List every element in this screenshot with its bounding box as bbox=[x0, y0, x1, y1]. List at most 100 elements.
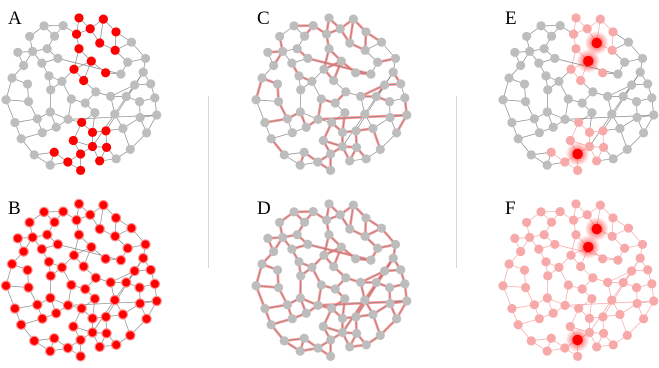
network-node bbox=[591, 223, 602, 235]
network-node bbox=[100, 311, 112, 323]
network-node bbox=[573, 165, 583, 175]
network-panel-f bbox=[498, 199, 659, 361]
network-node bbox=[86, 56, 96, 66]
network-node bbox=[525, 46, 535, 56]
network-node bbox=[39, 21, 49, 31]
network-node bbox=[69, 64, 79, 74]
network-node bbox=[36, 243, 48, 255]
network-node bbox=[75, 351, 86, 362]
network-node bbox=[635, 67, 645, 77]
network-node bbox=[632, 298, 642, 309]
network-node bbox=[37, 58, 47, 68]
network-node bbox=[98, 14, 108, 24]
network-node bbox=[299, 217, 310, 227]
network-node bbox=[66, 94, 76, 104]
network-node bbox=[529, 114, 539, 124]
network-node bbox=[402, 110, 412, 120]
network-node bbox=[52, 239, 64, 250]
divider-left bbox=[208, 96, 209, 268]
network-node bbox=[608, 27, 618, 37]
network-node bbox=[80, 283, 91, 295]
network-node bbox=[385, 112, 395, 123]
network-node bbox=[348, 200, 358, 210]
network-node bbox=[603, 91, 613, 101]
network-node bbox=[263, 47, 273, 57]
network-node bbox=[272, 79, 283, 89]
network-node bbox=[76, 303, 87, 314]
network-node bbox=[138, 252, 149, 264]
network-node bbox=[29, 335, 40, 347]
network-node bbox=[324, 44, 334, 54]
network-node bbox=[592, 156, 602, 166]
network-node bbox=[384, 96, 395, 107]
network-node bbox=[105, 277, 116, 288]
network-node bbox=[85, 24, 95, 34]
network-node bbox=[637, 239, 648, 250]
network-node bbox=[23, 282, 34, 293]
network-node bbox=[51, 308, 62, 319]
edge bbox=[307, 58, 371, 75]
edge bbox=[307, 244, 371, 261]
network-node bbox=[391, 128, 402, 138]
network-node bbox=[341, 87, 351, 97]
network-node bbox=[643, 79, 653, 89]
network-node bbox=[348, 14, 358, 24]
network-node bbox=[351, 126, 361, 136]
network-node bbox=[345, 38, 355, 48]
network-node bbox=[361, 154, 371, 164]
network-node bbox=[390, 239, 401, 250]
network-node bbox=[62, 342, 74, 354]
network-node bbox=[49, 333, 60, 344]
network-node bbox=[123, 57, 133, 67]
network-node bbox=[534, 244, 544, 254]
network-node bbox=[563, 280, 573, 290]
network-node bbox=[326, 165, 336, 175]
network-node bbox=[94, 223, 105, 235]
network-node bbox=[269, 60, 279, 71]
network-node bbox=[110, 109, 120, 119]
network-node bbox=[330, 98, 340, 108]
network-node bbox=[279, 336, 289, 346]
network-node bbox=[390, 53, 401, 64]
network-node bbox=[45, 270, 56, 282]
network-node bbox=[89, 293, 101, 304]
network-node bbox=[536, 207, 546, 217]
network-node bbox=[313, 114, 323, 124]
network-node bbox=[287, 128, 297, 138]
network-node bbox=[295, 107, 305, 117]
network-node bbox=[510, 233, 520, 243]
network-node bbox=[121, 91, 131, 102]
network-node bbox=[577, 98, 587, 108]
network-node bbox=[9, 303, 21, 314]
network-node bbox=[316, 94, 326, 104]
network-node bbox=[631, 96, 642, 107]
network-node bbox=[79, 75, 89, 86]
network-node bbox=[145, 264, 156, 276]
panel-label-c: C bbox=[257, 8, 270, 29]
network-node bbox=[379, 80, 390, 90]
network-node bbox=[565, 135, 575, 146]
network-node bbox=[16, 134, 26, 144]
network-node bbox=[111, 154, 121, 164]
network-node bbox=[336, 242, 346, 252]
network-node bbox=[134, 298, 146, 309]
network-node bbox=[141, 313, 152, 325]
network-node bbox=[566, 64, 576, 74]
network-node bbox=[620, 243, 630, 253]
network-node bbox=[62, 300, 74, 311]
network-panel-a bbox=[1, 13, 162, 175]
network-node bbox=[351, 142, 362, 152]
network-node bbox=[135, 112, 145, 123]
network-node bbox=[542, 160, 552, 170]
network-node bbox=[318, 135, 328, 146]
network-node bbox=[516, 60, 526, 71]
network-node bbox=[340, 108, 350, 118]
network-node bbox=[534, 314, 544, 324]
network-node bbox=[74, 44, 84, 54]
network-node bbox=[275, 31, 285, 42]
network-node bbox=[583, 241, 594, 253]
network-node bbox=[146, 79, 156, 89]
network-node bbox=[548, 308, 558, 318]
network-node bbox=[63, 157, 73, 167]
